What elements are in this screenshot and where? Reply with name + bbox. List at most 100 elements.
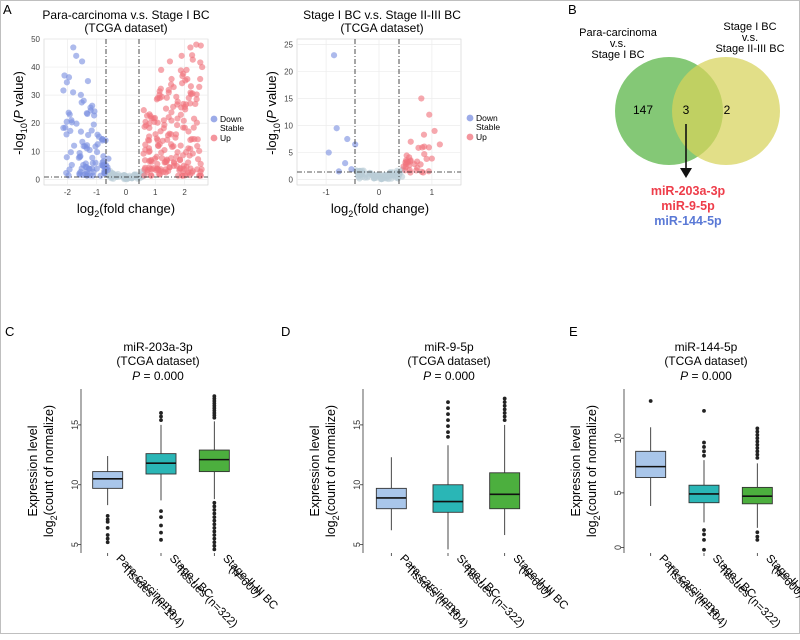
volcano-point (85, 165, 92, 172)
boxplot-pvalue: P = 0.000 (680, 369, 732, 383)
box-outlier (702, 440, 706, 445)
volcano-point (185, 94, 192, 102)
legend-down-label: Down (220, 114, 242, 124)
panel-letter-d: D (281, 324, 290, 339)
volcano-point (342, 160, 349, 167)
volcano-point (75, 154, 82, 161)
volcano-point (73, 52, 80, 59)
y-tick-label: 5 (70, 542, 80, 547)
volcano-point (158, 66, 165, 73)
box-outlier (755, 442, 760, 447)
volcano-point (381, 171, 388, 178)
volcano-point (373, 172, 380, 179)
volcano-point (156, 171, 164, 178)
venn-left-only-count: 147 (633, 103, 653, 117)
volcano-point (84, 78, 92, 85)
boxplot-pvalue: P = 0.000 (132, 369, 184, 383)
y-tick-label: 10 (613, 433, 623, 443)
volcano-point (63, 154, 70, 161)
volcano-point (162, 105, 170, 112)
box-outlier (755, 429, 760, 434)
volcano-right-y-ticks: 0 5 10 15 20 25 (284, 40, 293, 184)
volcano-point (123, 176, 131, 183)
volcano-point (118, 173, 126, 180)
volcano-point (146, 133, 153, 140)
pvalue-label: P (132, 369, 140, 383)
volcano-point (420, 131, 428, 138)
volcano-point (168, 117, 175, 124)
volcano-point (150, 165, 157, 172)
volcano-right-title-line1: Stage I BC v.s. Stage II-III BC (303, 8, 461, 22)
volcano-point (172, 134, 179, 141)
volcano-point (174, 121, 181, 129)
legend-up-dot (466, 133, 474, 141)
volcano-left-title-line1: Para-carcinoma v.s. Stage I BC (42, 8, 210, 22)
box-outlier (446, 430, 450, 434)
venn-right-label-1: Stage I BC (723, 21, 776, 33)
box-outlier (212, 522, 217, 527)
volcano-point (192, 100, 199, 108)
y-axis-label-line1: Expression level (26, 425, 40, 516)
box-outlier (702, 532, 706, 537)
volcano-point (70, 89, 77, 96)
box-outlier (212, 511, 217, 516)
volcano-point (418, 95, 425, 102)
volcano-right-x-ticks: -1 0 1 (323, 188, 435, 197)
box-outlier (105, 533, 110, 537)
volcano-point (187, 89, 194, 96)
box-outlier (755, 530, 760, 535)
box-outlier (702, 445, 706, 449)
volcano-point (89, 160, 96, 167)
volcano-point (154, 160, 161, 168)
volcano-point (78, 58, 86, 65)
pvalue-label: P (423, 369, 431, 383)
venn-left-label-1: Para-carcinoma (579, 27, 658, 39)
volcano-point (197, 160, 204, 167)
volcano-point (142, 141, 149, 148)
legend-stable-label: Stable (220, 123, 244, 133)
volcano-point (193, 96, 200, 103)
x-tick-label: 0 (124, 188, 129, 197)
boxplot-subtitle: (TCGA dataset) (116, 354, 199, 368)
volcano-point (157, 128, 164, 135)
box-outlier (755, 446, 760, 450)
y-tick-label: 25 (284, 40, 293, 49)
box-outlier (212, 547, 217, 552)
volcano-point (193, 41, 200, 48)
x-tick-label: 2 (182, 188, 187, 197)
volcano-point (169, 143, 176, 151)
volcano-point (67, 149, 74, 156)
y-axis-label-line1: Expression level (569, 425, 583, 516)
volcano-point (414, 164, 421, 171)
legend-up-label: Up (220, 133, 231, 143)
volcano-point (161, 121, 168, 129)
box-outlier (159, 414, 163, 419)
y-tick-label: 5 (352, 542, 362, 547)
volcano-point (363, 170, 370, 178)
volcano-point (199, 63, 206, 71)
volcano-point (173, 93, 180, 100)
volcano-point (189, 150, 196, 157)
venn-left-label-3: Stage I BC (591, 49, 644, 61)
venn-diagram: Para-carcinoma v.s. Stage I BC Stage I B… (579, 21, 784, 228)
volcano-point (160, 117, 167, 124)
volcano-point (174, 115, 181, 122)
boxplot-subtitle: (TCGA dataset) (664, 354, 747, 368)
volcano-point (155, 166, 162, 173)
box-outlier (502, 407, 507, 412)
box-outlier (702, 408, 706, 413)
volcano-point (168, 154, 175, 162)
volcano-point (95, 133, 103, 140)
volcano-point (407, 158, 414, 165)
pvalue-value: = 0.000 (688, 369, 732, 383)
venn-arrow-head (680, 168, 692, 178)
box-outlier (502, 411, 507, 415)
volcano-right-title-line2: (TCGA dataset) (340, 21, 423, 35)
volcano-point (147, 172, 154, 179)
volcano-right-ylabel: -log10(P value) (264, 71, 282, 155)
box-outlier (159, 530, 163, 535)
legend-up-dot (210, 134, 218, 142)
x-category-label: (n=600) (769, 564, 800, 601)
box-iqr (432, 484, 464, 513)
volcano-point (194, 156, 202, 163)
